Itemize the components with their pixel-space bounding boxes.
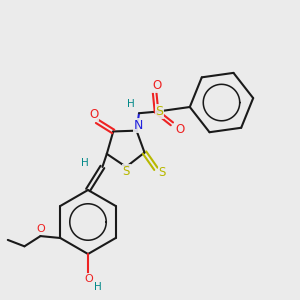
Text: O: O xyxy=(175,123,184,136)
Text: H: H xyxy=(127,99,134,109)
Text: O: O xyxy=(89,108,99,121)
Text: H: H xyxy=(94,282,102,292)
Text: S: S xyxy=(122,165,130,178)
Text: H: H xyxy=(81,158,89,168)
Text: O: O xyxy=(36,224,45,234)
Text: O: O xyxy=(152,79,161,92)
Text: O: O xyxy=(85,274,93,284)
Text: S: S xyxy=(159,166,166,179)
Text: N: N xyxy=(134,119,143,132)
Text: S: S xyxy=(155,105,164,118)
